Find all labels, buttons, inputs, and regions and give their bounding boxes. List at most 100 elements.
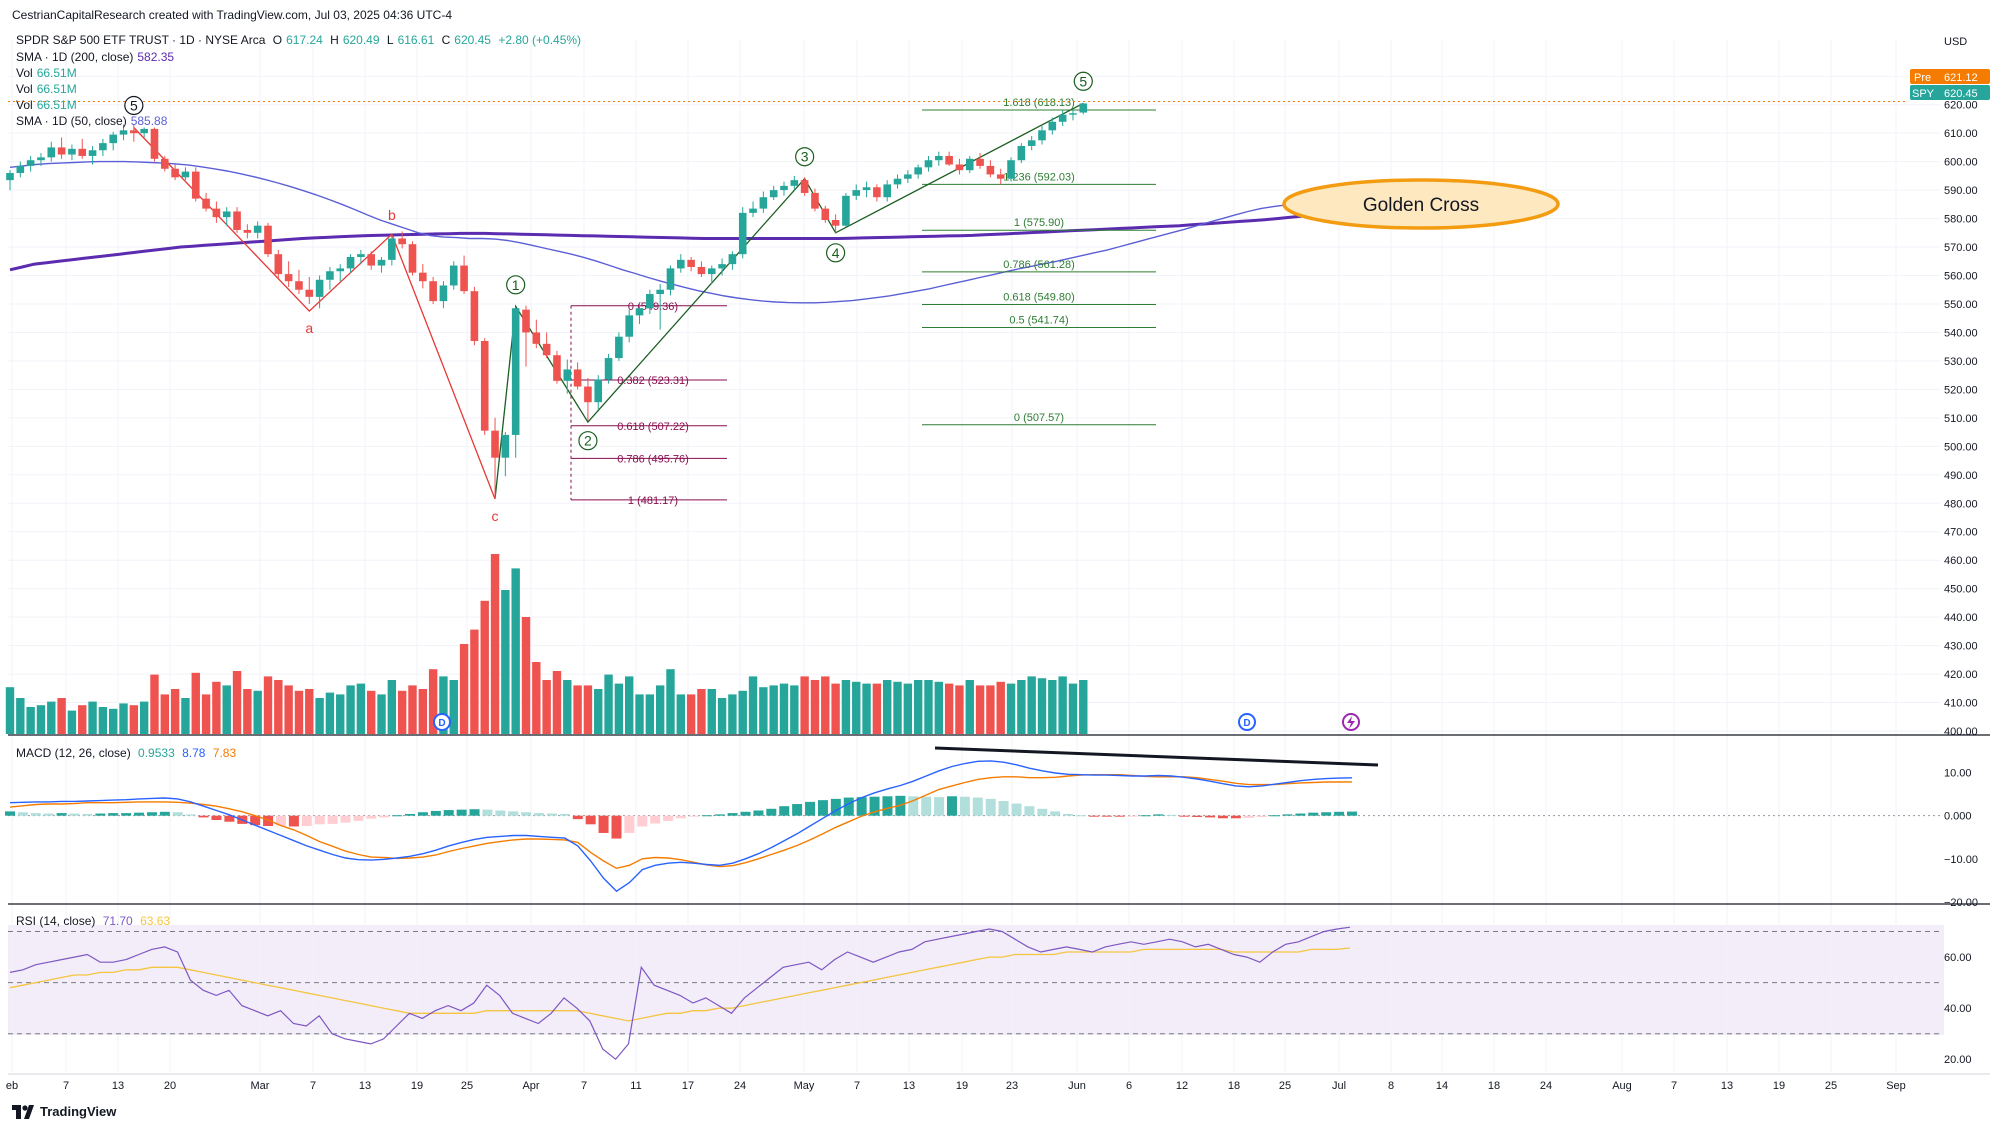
dividend-icon[interactable]: D — [1238, 713, 1256, 731]
time-tick-label: 24 — [1540, 1080, 1552, 1092]
volume-bar — [315, 698, 324, 734]
macd-histogram-bar — [843, 797, 854, 816]
macd-histogram-bar — [1011, 803, 1022, 816]
candle-body — [1027, 140, 1036, 146]
symbol-legend[interactable]: SPDR S&P 500 ETF TRUST · 1D · NYSE Arca … — [16, 33, 582, 47]
macd-histogram-bar — [1295, 813, 1306, 816]
candle-body — [800, 180, 809, 193]
time-tick-label: eb — [6, 1080, 18, 1092]
macd-histogram-bar — [82, 813, 93, 816]
macd-histogram-bar — [1063, 813, 1074, 816]
volume-bar — [1037, 678, 1047, 734]
volume-legend[interactable]: Vol 66.51M — [16, 82, 77, 96]
macd-histogram-bar — [1308, 812, 1319, 816]
fib-level-label: 1 (575.90) — [1014, 217, 1064, 229]
golden-cross-ellipse[interactable] — [1282, 178, 1560, 230]
time-axis[interactable]: eb 7 13 20 Mar 7 13 19 25 Apr 7 11 17 24 May 7 13 19 23 Jun… — [6, 1080, 1906, 1092]
volume-bar — [883, 680, 892, 734]
macd-histogram-bar — [288, 815, 299, 827]
volume-bar — [697, 689, 706, 734]
macd-histogram-bar — [495, 810, 506, 816]
volume-bar — [841, 680, 851, 734]
symbol-name: SPDR S&P 500 ETF TRUST · 1D · NYSE Arca — [16, 33, 266, 47]
volume-bar — [253, 690, 262, 734]
volume-bar — [790, 685, 799, 734]
macd-histogram-bar — [766, 808, 777, 816]
sma50-legend[interactable]: SMA · 1D (50, close) 585.88 — [16, 114, 168, 128]
price-tick-label: 600.00 — [1944, 157, 1978, 169]
volume-bar — [501, 590, 510, 734]
candle-body — [1079, 103, 1088, 113]
macd-histogram-bar — [327, 815, 338, 824]
candle-body — [738, 212, 747, 255]
volume-bar — [387, 680, 397, 734]
volume-bar — [1027, 676, 1036, 734]
volume-bar — [645, 694, 655, 734]
macd-histogram-bar — [159, 811, 170, 816]
candle-body — [1048, 121, 1057, 131]
svg-text:SPY: SPY — [1912, 88, 1935, 100]
macd-histogram-bar — [521, 812, 532, 816]
candle-body — [305, 289, 314, 297]
fib-level-label: 1 (481.17) — [628, 495, 678, 507]
macd-tick-label: −20.00 — [1944, 897, 1978, 909]
macd-histogram-bar — [353, 815, 364, 821]
volume-bar — [852, 681, 861, 734]
rsi-legend[interactable]: RSI (14, close) 71.70 63.63 — [16, 914, 171, 928]
price-tick-label: 500.00 — [1944, 441, 1978, 453]
volume-bar — [583, 685, 593, 734]
sma200-legend[interactable]: SMA · 1D (200, close) 582.35 — [16, 50, 175, 64]
dividend-icon[interactable]: D — [433, 713, 451, 731]
candle-body — [388, 238, 396, 260]
volume-bar — [222, 685, 231, 734]
fib-level-label: 1.236 (592.03) — [1003, 171, 1075, 183]
candle-body — [460, 265, 468, 292]
earnings-lightning-icon[interactable] — [1342, 713, 1360, 731]
volume-bar — [635, 694, 644, 734]
macd-histogram-bar — [598, 815, 609, 833]
volume-bar — [1006, 683, 1016, 734]
time-tick-label: 25 — [461, 1080, 473, 1092]
candle-body — [253, 225, 262, 233]
macd-histogram-bar — [1024, 806, 1035, 816]
candle-body — [511, 308, 520, 435]
volume-bar — [594, 689, 603, 734]
macd-histogram-bar — [637, 815, 648, 827]
candle-body — [6, 173, 14, 181]
macd-histogram-bar — [753, 810, 764, 816]
wave-label: 2 — [584, 433, 592, 449]
candles — [6, 103, 1088, 499]
volume-bar — [944, 683, 954, 734]
volume-bar — [480, 600, 489, 734]
time-tick-label: 14 — [1436, 1080, 1448, 1092]
candle-body — [573, 369, 582, 387]
macd-histogram-bar — [469, 809, 480, 816]
tradingview-logo[interactable]: TradingView — [12, 1104, 116, 1119]
macd-histogram-bar — [198, 815, 209, 818]
candle-body — [563, 369, 572, 381]
macd-tick-label: −10.00 — [1944, 854, 1978, 866]
volume-bar — [418, 689, 427, 734]
volume-bar — [181, 698, 190, 734]
macd-divergence-line[interactable] — [934, 746, 1379, 767]
macd-histogram-bar — [611, 815, 622, 839]
volume-legend[interactable]: Vol 66.51M — [16, 98, 77, 112]
macd-histogram-bar — [366, 815, 377, 819]
candle-body — [873, 187, 881, 198]
volume-bar — [78, 705, 87, 734]
volume-legend[interactable]: Vol 66.51M — [16, 66, 77, 80]
time-tick-label: 25 — [1825, 1080, 1837, 1092]
macd-histogram-bar — [1217, 815, 1228, 819]
candle-body — [646, 294, 654, 309]
fib-level-label: 0.786 (561.28) — [1003, 259, 1075, 271]
candle-body — [419, 272, 427, 282]
macd-histogram-bar — [1140, 815, 1151, 817]
rsi-tick-label: 20.00 — [1944, 1054, 1972, 1066]
rsi-tick-label: 60.00 — [1944, 952, 1972, 964]
macd-histogram-bar — [69, 813, 80, 816]
macd-legend[interactable]: MACD (12, 26, close) 0.9533 8.78 7.83 — [16, 746, 237, 760]
volume-bar — [655, 685, 665, 734]
candle-body — [171, 168, 179, 178]
volume-bar — [511, 568, 520, 734]
volume-bar — [26, 707, 35, 734]
